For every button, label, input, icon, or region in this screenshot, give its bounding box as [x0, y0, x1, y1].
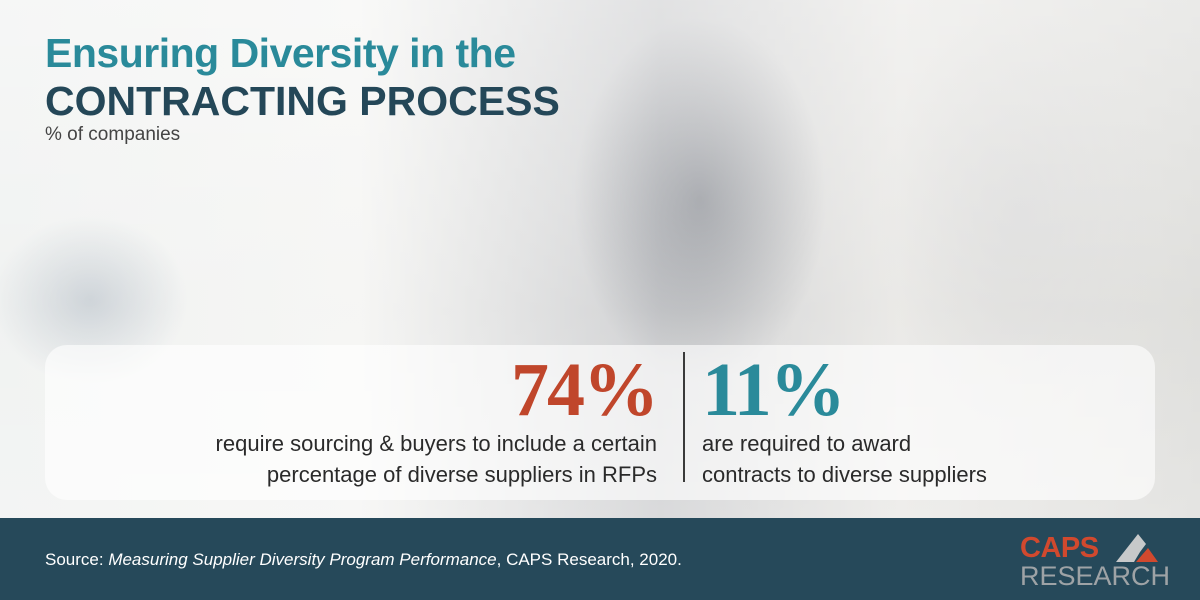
logo-caps-text: CAPS [1020, 532, 1099, 564]
subtitle: % of companies [45, 124, 181, 145]
title-line-1: Ensuring Diversity in the [45, 30, 516, 76]
stat-description-right-line1: are required to award [702, 431, 912, 456]
stat-description-left-line2: percentage of diverse suppliers in RFPs [266, 462, 657, 487]
source-prefix: Source: [45, 550, 109, 569]
stat-value-left: 74% [511, 348, 659, 432]
stat-description-right-line2: contracts to diverse suppliers [702, 462, 987, 487]
mountain-icon [1116, 534, 1158, 562]
stat-description-left-line1: require sourcing & buyers to include a c… [215, 431, 657, 456]
logo-research-text: RESEARCH [1020, 561, 1171, 591]
title-line-2: CONTRACTING PROCESS [45, 78, 560, 124]
stat-description-left: require sourcing & buyers to include a c… [216, 428, 657, 490]
stats-divider [683, 352, 685, 482]
stat-description-right: are required to award contracts to diver… [702, 428, 987, 490]
stats-card [45, 345, 1155, 500]
source-citation: Source: Measuring Supplier Diversity Pro… [45, 550, 682, 570]
source-title: Measuring Supplier Diversity Program Per… [108, 550, 497, 569]
source-suffix: , CAPS Research, 2020. [496, 550, 682, 569]
caps-research-logo: CAPS RESEARCH [1020, 528, 1170, 593]
footer-bar: Source: Measuring Supplier Diversity Pro… [0, 518, 1200, 600]
stat-value-right: 11% [702, 348, 846, 432]
